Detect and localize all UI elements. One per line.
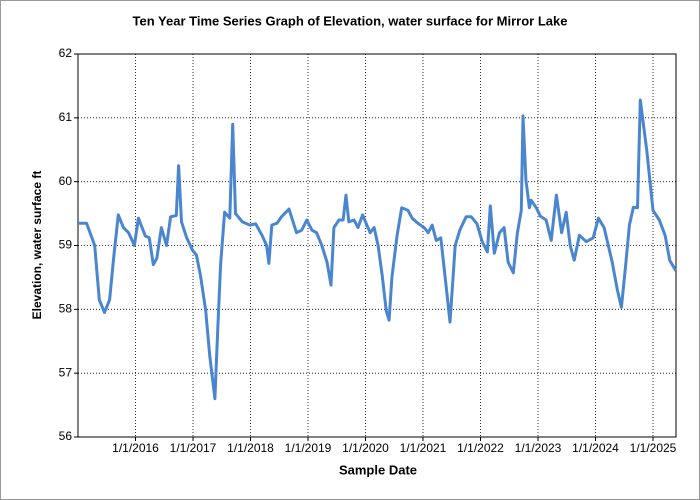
- y-tick-label: 57: [59, 365, 73, 379]
- y-axis-label: Elevation, water surface ft: [30, 171, 44, 320]
- chart-title: Ten Year Time Series Graph of Elevation,…: [133, 13, 568, 28]
- y-tick-label: 61: [59, 110, 73, 124]
- x-tick-label: 1/1/2020: [342, 441, 389, 455]
- x-tick-label: 1/1/2022: [457, 441, 504, 455]
- x-axis-label: Sample Date: [339, 462, 417, 477]
- x-tick-label: 1/1/2017: [170, 441, 217, 455]
- x-tick-label: 1/1/2019: [285, 441, 332, 455]
- x-tick-label: 1/1/2023: [515, 441, 562, 455]
- data-line: [78, 98, 678, 401]
- plot-area: [77, 53, 677, 438]
- y-tick-label: 62: [59, 46, 73, 60]
- y-tick-label: 56: [59, 429, 73, 443]
- y-tick-label: 58: [59, 302, 73, 316]
- x-tick-label: 1/1/2018: [227, 441, 274, 455]
- y-tick-label: 60: [59, 174, 73, 188]
- x-tick-label: 1/1/2025: [630, 441, 677, 455]
- x-tick-label: 1/1/2016: [112, 441, 159, 455]
- x-tick-label: 1/1/2021: [400, 441, 447, 455]
- x-tick-label: 1/1/2024: [572, 441, 619, 455]
- y-tick-label: 59: [59, 238, 73, 252]
